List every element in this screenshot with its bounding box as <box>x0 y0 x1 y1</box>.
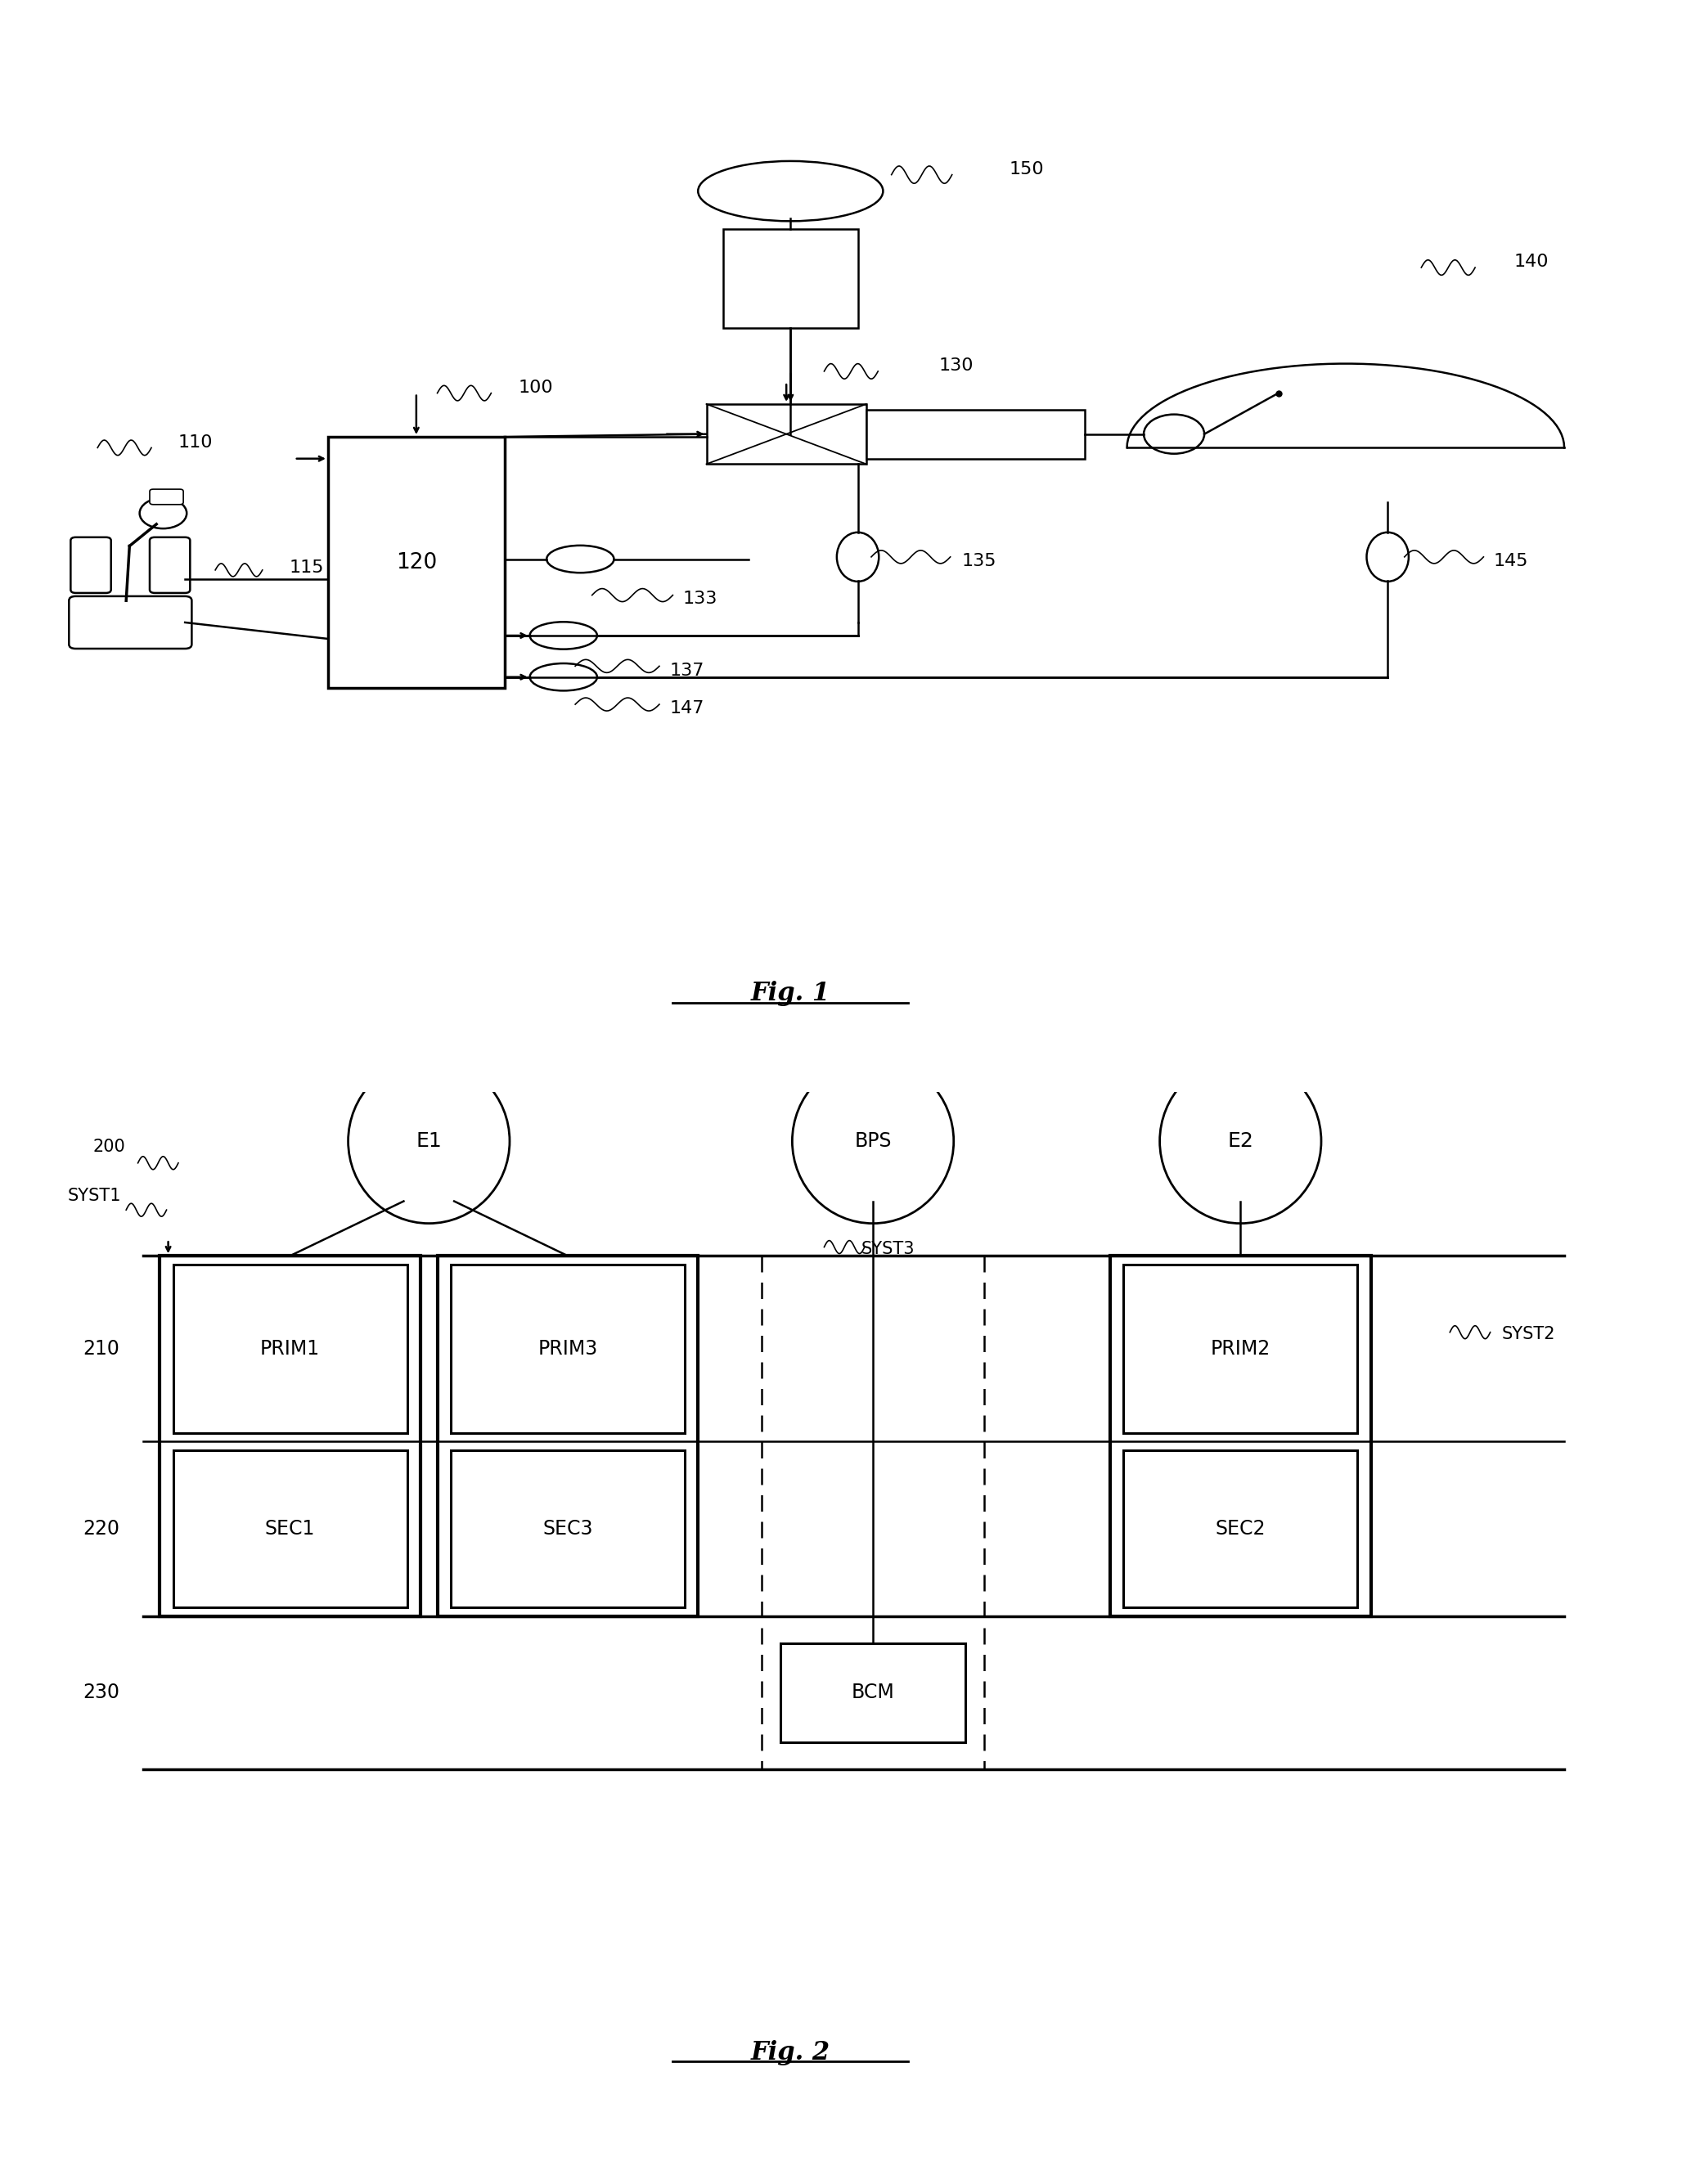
Ellipse shape <box>547 546 614 572</box>
Text: 100: 100 <box>518 380 553 395</box>
Ellipse shape <box>792 1059 954 1223</box>
FancyBboxPatch shape <box>451 1265 685 1433</box>
FancyBboxPatch shape <box>71 537 111 594</box>
Text: SEC1: SEC1 <box>266 1520 315 1538</box>
Text: 147: 147 <box>669 701 705 716</box>
Text: PRIM2: PRIM2 <box>1211 1339 1270 1358</box>
FancyBboxPatch shape <box>173 1265 407 1433</box>
Circle shape <box>1144 415 1204 454</box>
FancyBboxPatch shape <box>150 489 183 505</box>
FancyBboxPatch shape <box>866 411 1085 459</box>
FancyBboxPatch shape <box>173 1450 407 1607</box>
Ellipse shape <box>836 533 878 581</box>
Ellipse shape <box>348 1059 510 1223</box>
Text: 133: 133 <box>683 590 718 607</box>
Text: 200: 200 <box>93 1138 124 1155</box>
Text: 120: 120 <box>395 553 437 572</box>
Ellipse shape <box>698 162 883 221</box>
FancyBboxPatch shape <box>451 1450 685 1607</box>
FancyBboxPatch shape <box>723 229 858 328</box>
Text: 230: 230 <box>82 1684 119 1701</box>
Ellipse shape <box>1366 533 1408 581</box>
Ellipse shape <box>530 622 597 649</box>
Text: SEC2: SEC2 <box>1216 1520 1265 1538</box>
Text: E1: E1 <box>415 1131 442 1151</box>
Text: 220: 220 <box>82 1520 119 1538</box>
FancyBboxPatch shape <box>780 1642 965 1743</box>
Text: SEC3: SEC3 <box>543 1520 592 1538</box>
FancyBboxPatch shape <box>69 596 192 649</box>
Text: 140: 140 <box>1514 253 1549 271</box>
Text: 210: 210 <box>82 1339 119 1358</box>
Text: 135: 135 <box>962 553 997 570</box>
Text: Fig. 1: Fig. 1 <box>750 981 831 1007</box>
Circle shape <box>140 498 187 529</box>
FancyBboxPatch shape <box>706 404 866 465</box>
Text: SYST1: SYST1 <box>67 1188 121 1203</box>
Ellipse shape <box>1161 1059 1322 1223</box>
Text: PRIM3: PRIM3 <box>538 1339 597 1358</box>
Text: Fig. 2: Fig. 2 <box>750 2040 831 2066</box>
Text: PRIM1: PRIM1 <box>261 1339 320 1358</box>
Text: 130: 130 <box>939 358 974 373</box>
FancyBboxPatch shape <box>328 437 505 688</box>
Text: SYST2: SYST2 <box>1502 1326 1556 1343</box>
Text: 150: 150 <box>1009 162 1045 177</box>
Text: 137: 137 <box>669 662 705 679</box>
FancyBboxPatch shape <box>150 537 190 594</box>
FancyBboxPatch shape <box>1124 1265 1357 1433</box>
Text: BPS: BPS <box>854 1131 891 1151</box>
Text: E2: E2 <box>1228 1131 1253 1151</box>
Text: 145: 145 <box>1494 553 1529 570</box>
Text: SYST3: SYST3 <box>861 1241 915 1258</box>
Text: 115: 115 <box>289 559 325 577</box>
Ellipse shape <box>530 664 597 690</box>
Text: 110: 110 <box>178 435 214 450</box>
FancyBboxPatch shape <box>1124 1450 1357 1607</box>
Text: BCM: BCM <box>851 1684 895 1701</box>
